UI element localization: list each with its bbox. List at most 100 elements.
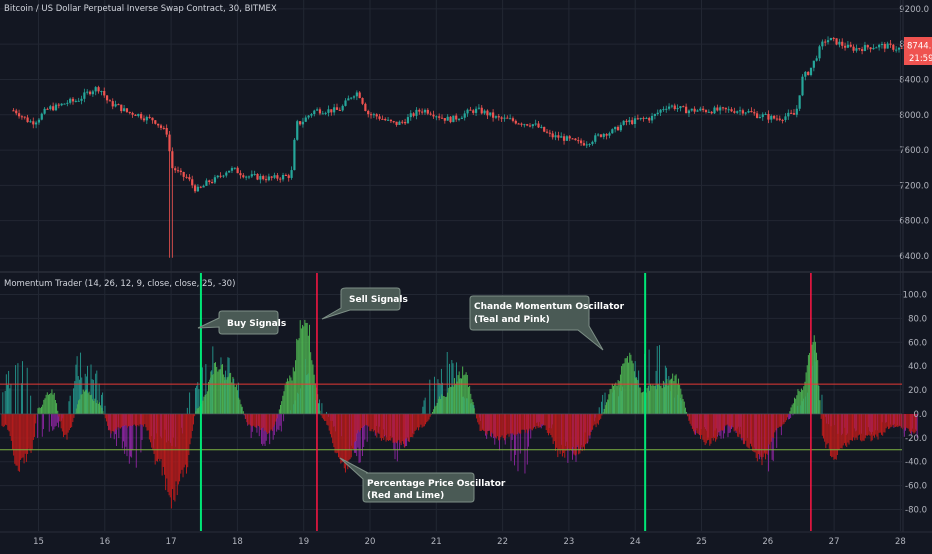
candle-body xyxy=(574,138,577,141)
candle-body xyxy=(619,124,622,131)
candle-body xyxy=(179,170,182,173)
candle-body xyxy=(384,118,387,121)
candle-body xyxy=(466,109,469,114)
candle-body xyxy=(239,173,242,176)
candle-body xyxy=(344,100,347,106)
candle-body xyxy=(585,144,588,146)
candle-body xyxy=(520,123,523,125)
candle-body xyxy=(32,121,35,125)
candle-body xyxy=(327,109,330,113)
candle-body xyxy=(863,45,867,51)
candle-body xyxy=(174,168,177,171)
osc-tick-label: 100.0 xyxy=(903,291,927,301)
x-tick-label: 19 xyxy=(298,537,309,547)
candle-body xyxy=(406,117,410,124)
candle-body xyxy=(562,136,566,141)
candle-body xyxy=(57,104,60,106)
candle-body xyxy=(758,117,762,119)
candle-body xyxy=(395,121,398,125)
price-tick-label: 9200.0 xyxy=(899,5,929,15)
candle-body xyxy=(753,112,756,114)
price-tick-label: 7600.0 xyxy=(899,146,929,156)
candle-body xyxy=(37,119,41,123)
candle-body xyxy=(548,132,551,134)
candle-body xyxy=(560,136,563,138)
candle-body xyxy=(841,41,844,46)
candle-body xyxy=(480,107,483,114)
candle-body xyxy=(755,113,759,118)
candle-body xyxy=(20,116,24,118)
x-tick-label: 20 xyxy=(365,537,376,547)
candle-body xyxy=(614,126,617,130)
candle-body xyxy=(787,112,790,117)
candle-body xyxy=(318,109,322,114)
callout-ppo-line2: (Red and Lime) xyxy=(367,491,444,501)
osc-tick-label: 40.0 xyxy=(908,362,927,372)
candle-body xyxy=(191,179,194,186)
candle-body xyxy=(225,172,228,176)
candle-body xyxy=(832,37,835,39)
candle-body xyxy=(202,185,205,188)
candle-body xyxy=(26,117,29,123)
candle-body xyxy=(228,170,231,173)
candle-body xyxy=(60,103,63,106)
candle-body xyxy=(506,117,509,119)
candle-body xyxy=(807,71,810,76)
candle-body xyxy=(687,110,691,114)
candle-body xyxy=(122,108,126,112)
candle-body xyxy=(551,133,554,138)
candle-body xyxy=(474,108,478,113)
candle-body xyxy=(682,106,685,108)
callout-ppo-bubble xyxy=(339,457,475,503)
candle-body xyxy=(494,116,498,118)
candle-body xyxy=(111,101,114,107)
candle-body xyxy=(435,116,438,118)
candle-body xyxy=(222,175,225,177)
candle-body xyxy=(392,121,395,123)
candle-body xyxy=(648,117,651,121)
candle-body xyxy=(727,109,730,111)
candle-body xyxy=(679,106,682,109)
candle-body xyxy=(710,111,713,114)
candle-body xyxy=(790,112,793,114)
candle-body xyxy=(514,120,517,124)
candle-body xyxy=(389,119,393,122)
candle-body xyxy=(676,108,679,110)
candle-body xyxy=(804,71,807,77)
candle-body xyxy=(386,119,390,121)
candle-body xyxy=(182,172,185,177)
oscillator-bars[interactable] xyxy=(1,319,918,509)
candle-body xyxy=(639,117,642,120)
candle-body xyxy=(866,45,869,48)
candle-body xyxy=(577,140,580,142)
candle-body xyxy=(897,47,901,50)
x-tick-label: 28 xyxy=(895,537,906,547)
candle-body xyxy=(784,116,787,120)
candle-body xyxy=(503,117,506,119)
candle-body xyxy=(142,118,146,121)
candle-body xyxy=(103,90,106,96)
price-tick-label: 8000.0 xyxy=(899,111,929,121)
candle-body xyxy=(418,109,421,112)
candle-body xyxy=(838,41,841,45)
candle-body xyxy=(571,138,574,140)
candle-body xyxy=(117,104,120,106)
candle-body xyxy=(375,114,378,117)
candle-body xyxy=(378,116,381,119)
candle-body xyxy=(733,111,736,113)
candle-body xyxy=(497,116,500,118)
candle-body xyxy=(40,113,43,120)
signal-lines xyxy=(199,273,812,531)
candle-body xyxy=(262,176,265,180)
candle-body xyxy=(457,118,461,120)
candle-body xyxy=(253,173,256,175)
candle-body xyxy=(49,106,52,110)
candle-body xyxy=(281,174,285,180)
indicator-legend[interactable]: Momentum Trader (14, 26, 12, 9, close, c… xyxy=(4,279,235,289)
candle-body xyxy=(273,175,276,178)
candle-body xyxy=(775,118,779,120)
candle-body xyxy=(171,151,174,169)
candle-body xyxy=(699,108,702,111)
candle-body xyxy=(369,114,373,116)
